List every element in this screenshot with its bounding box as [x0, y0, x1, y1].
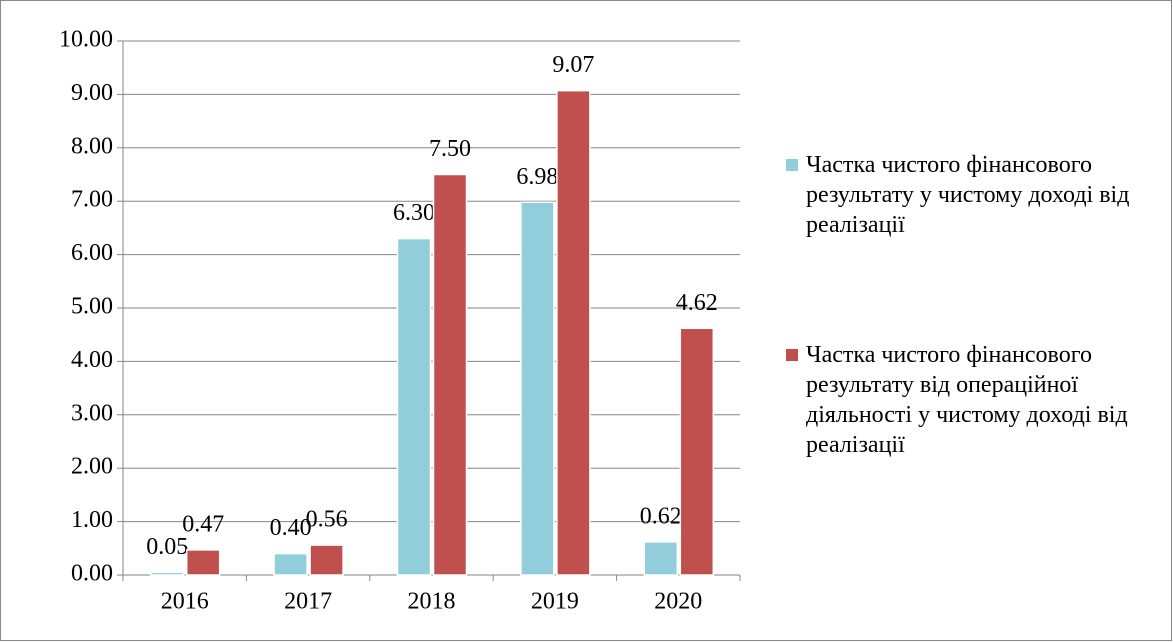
- bar: [643, 541, 679, 576]
- bar: [556, 89, 591, 576]
- bar: [185, 549, 221, 576]
- x-tick-label: 2017: [284, 589, 332, 615]
- bar: [273, 552, 308, 576]
- x-tick-label: 2018: [408, 589, 456, 615]
- y-tick-label: 6.00: [71, 240, 113, 266]
- data-label: 9.07: [552, 52, 594, 78]
- bar: [520, 201, 555, 576]
- data-label: 7.50: [429, 136, 471, 162]
- bar: [309, 544, 344, 576]
- x-tick-label: 2019: [531, 589, 579, 615]
- y-tick-label: 10.00: [59, 27, 113, 53]
- bar: [396, 237, 432, 576]
- y-tick-label: 4.00: [71, 347, 113, 373]
- y-tick-label: 0.00: [71, 561, 113, 587]
- data-label: 0.05: [146, 534, 188, 560]
- y-tick-label: 2.00: [71, 454, 113, 480]
- x-tick-label: 2020: [654, 589, 702, 615]
- y-tick-label: 3.00: [71, 400, 113, 426]
- y-tick-label: 7.00: [71, 187, 113, 213]
- data-label: 0.40: [270, 515, 312, 541]
- y-tick-label: 5.00: [71, 294, 113, 320]
- data-label: 0.56: [306, 507, 348, 533]
- data-label: 6.98: [516, 164, 558, 190]
- y-tick-label: 1.00: [71, 507, 113, 533]
- data-label: 4.62: [676, 290, 718, 316]
- y-tick-label: 9.00: [71, 80, 113, 106]
- bar: [149, 571, 185, 576]
- y-tick-label: 8.00: [71, 133, 113, 159]
- legend-label: Частка чистого фінансового результату у …: [806, 152, 1130, 238]
- legend-label: Частка чистого фінансового результату ві…: [806, 342, 1128, 458]
- data-label: 0.62: [640, 503, 682, 529]
- legend-swatch: [786, 159, 798, 171]
- data-label: 6.30: [393, 200, 435, 226]
- x-tick-label: 2016: [161, 589, 209, 615]
- data-label: 0.47: [182, 511, 224, 537]
- bar: [432, 173, 468, 576]
- legend-swatch: [786, 349, 798, 361]
- legend-entry: Частка чистого фінансового результату у …: [786, 150, 1136, 240]
- legend-entry: Частка чистого фінансового результату ві…: [786, 340, 1136, 460]
- bar: [679, 327, 715, 576]
